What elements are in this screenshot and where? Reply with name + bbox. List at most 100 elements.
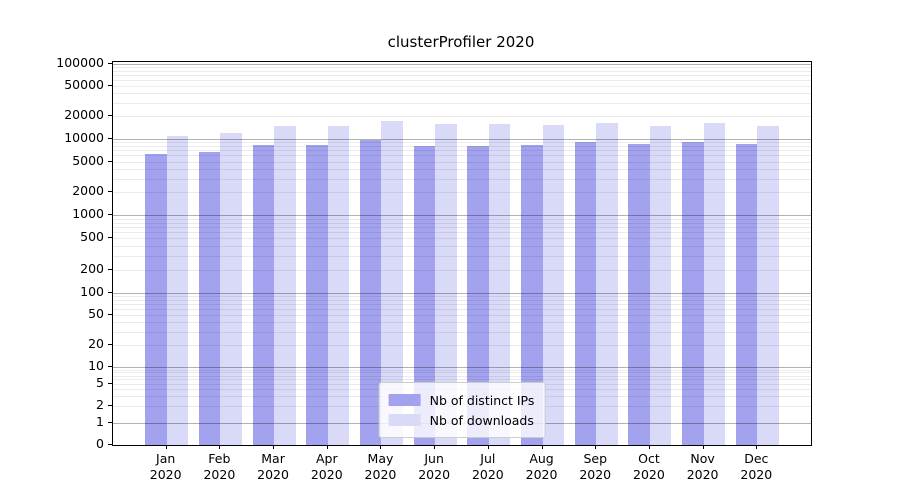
x-tick-label-apr: Apr 2020 (297, 451, 357, 483)
y-tick-label-500: 500 (80, 229, 104, 245)
legend-swatch-icon (388, 414, 421, 426)
legend-label: Nb of distinct IPs (429, 392, 535, 408)
y-tick-label-5000: 5000 (72, 152, 104, 168)
gridline-minor-700 (113, 227, 811, 229)
y-tick-mark-10000 (108, 137, 112, 139)
y-tick-label-100: 100 (80, 284, 104, 299)
gridline-minor-2000 (113, 191, 811, 193)
x-tick-year-jan: 2020 (149, 467, 182, 482)
gridline-minor-7000 (113, 150, 811, 152)
gridline-minor-20000 (113, 115, 811, 117)
bar-nb-of-distinct-ips-apr (306, 145, 328, 445)
gridline-major-10000 (113, 138, 811, 140)
y-tick-mark-50000 (108, 85, 112, 87)
x-tick-year-aug: 2020 (525, 467, 558, 482)
bar-nb-of-distinct-ips-oct (628, 143, 650, 445)
x-tick-label-oct: Oct 2020 (619, 451, 679, 483)
x-tick-mark-mar (273, 445, 275, 449)
plot-area: Nb of distinct IPs Nb of downloads (112, 61, 812, 446)
legend-swatch-icon (388, 394, 421, 406)
legend: Nb of distinct IPs Nb of downloads (378, 382, 546, 438)
gridline-minor-80000 (113, 70, 811, 72)
y-tick-mark-0 (108, 444, 112, 445)
x-tick-label-feb: Feb 2020 (189, 451, 249, 483)
gridline-major-100 (113, 293, 811, 294)
x-tick-mark-may (380, 445, 382, 449)
x-tick-mark-dec (756, 445, 758, 449)
gridline-minor-70000 (113, 75, 811, 77)
gridline-minor-300 (113, 255, 811, 257)
x-tick-label-jul: Jul 2020 (458, 451, 518, 483)
bar-nb-of-distinct-ips-mar (252, 145, 275, 445)
gridline-minor-3000 (113, 178, 811, 180)
y-tick-mark-1000 (108, 214, 112, 215)
bar-nb-of-downloads-jun (435, 124, 457, 445)
bar-nb-of-distinct-ips-nov (682, 142, 704, 445)
gridline-minor-9000 (113, 142, 811, 143)
bar-nb-of-distinct-ips-dec (735, 144, 758, 445)
x-tick-mark-oct (648, 445, 650, 449)
x-tick-mark-nov (702, 445, 704, 449)
bar-nb-of-distinct-ips-aug (521, 145, 543, 445)
gridline-minor-500 (113, 238, 811, 240)
gridline-minor-30000 (113, 102, 811, 104)
x-tick-year-mar: 2020 (257, 467, 289, 482)
chart-title: clusterProfiler 2020 (387, 33, 535, 51)
bar-nb-of-downloads-oct (649, 125, 672, 445)
y-tick-mark-20 (108, 343, 112, 345)
bar-nb-of-distinct-ips-jun (413, 146, 436, 445)
gridline-minor-400 (113, 246, 811, 248)
x-tick-year-apr: 2020 (310, 467, 343, 482)
gridline-minor-90000 (113, 67, 811, 69)
gridline-minor-50 (113, 315, 811, 317)
y-tick-label-50000: 50000 (64, 77, 104, 93)
gridline-major-10 (113, 367, 811, 368)
x-tick-year-may: 2020 (364, 467, 397, 482)
gridline-minor-70 (113, 304, 811, 306)
bar-nb-of-downloads-jan (166, 136, 189, 445)
y-tick-mark-200 (108, 268, 112, 270)
bar-nb-of-downloads-jul (488, 123, 511, 445)
x-tick-mark-aug (541, 445, 543, 449)
bar-nb-of-distinct-ips-may (359, 140, 382, 445)
gridline-minor-200 (113, 269, 811, 271)
gridline-major-1000 (113, 215, 811, 216)
y-tick-mark-20000 (108, 114, 112, 116)
y-tick-label-2000: 2000 (72, 182, 104, 198)
x-tick-mark-jun (434, 445, 436, 449)
legend-entry-nb-of-distinct-ips: Nb of distinct IPs (388, 390, 535, 410)
gridline-minor-8000 (113, 145, 811, 147)
bar-nb-of-downloads-nov (703, 123, 726, 445)
x-tick-label-jun: Jun 2020 (404, 451, 464, 483)
gridline-minor-600 (113, 232, 811, 234)
gridline-minor-900 (113, 218, 811, 220)
y-tick-mark-2000 (108, 190, 112, 192)
gridline-minor-60 (113, 309, 811, 311)
bar-nb-of-distinct-ips-jul (467, 146, 489, 445)
bar-nb-of-downloads-sep (596, 123, 618, 445)
y-tick-mark-10 (108, 366, 112, 367)
gridline-minor-40 (113, 322, 811, 324)
y-tick-label-1: 1 (96, 414, 104, 429)
bar-nb-of-downloads-aug (542, 125, 565, 445)
gridline-minor-40000 (113, 93, 811, 95)
bar-nb-of-downloads-mar (274, 126, 296, 445)
bar-nb-of-distinct-ips-jan (145, 153, 167, 445)
gridline-minor-4000 (113, 168, 811, 170)
bar-nb-of-distinct-ips-sep (574, 142, 597, 445)
x-tick-year-sep: 2020 (579, 467, 612, 482)
gridline-minor-9 (113, 369, 811, 371)
x-tick-label-dec: Dec 2020 (726, 451, 786, 483)
bar-nb-of-downloads-feb (220, 132, 242, 445)
x-tick-year-jun: 2020 (418, 467, 451, 482)
y-tick-label-200: 200 (80, 260, 104, 276)
legend-entry-nb-of-downloads: Nb of downloads (388, 410, 535, 430)
y-tick-label-10: 10 (88, 358, 104, 373)
bar-nb-of-downloads-may (381, 121, 403, 445)
y-tick-label-10000: 10000 (64, 129, 104, 145)
x-tick-label-aug: Aug 2020 (512, 451, 572, 483)
x-tick-mark-jan (165, 445, 167, 449)
x-tick-label-jan: Jan 2020 (136, 451, 196, 483)
gridline-minor-6 (113, 379, 811, 381)
